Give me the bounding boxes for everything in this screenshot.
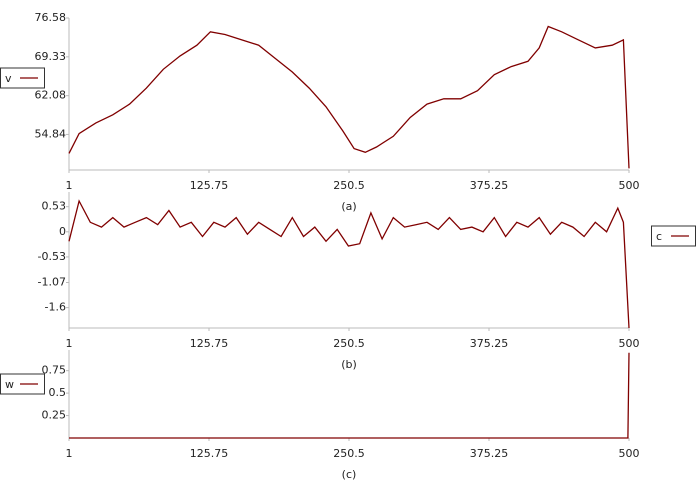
y-tick-label: 62.08 bbox=[35, 89, 67, 102]
x-tick-label: 1 bbox=[66, 447, 73, 460]
x-tick-label: 250.5 bbox=[333, 179, 365, 192]
y-tick-label: -0.53 bbox=[38, 250, 66, 263]
y-tick-label: 0 bbox=[59, 225, 66, 238]
x-tick-label: 125.75 bbox=[190, 447, 229, 460]
x-tick-label: 500 bbox=[619, 179, 640, 192]
x-tick-label: 500 bbox=[619, 447, 640, 460]
panel-caption: (c) bbox=[342, 468, 357, 481]
x-tick-label: 125.75 bbox=[190, 337, 229, 350]
y-tick-label: -1.07 bbox=[38, 276, 66, 289]
y-tick-label: 0.5 bbox=[49, 386, 67, 399]
legend-label: v bbox=[5, 72, 12, 85]
y-tick-label: -1.6 bbox=[45, 301, 66, 314]
legend-label: c bbox=[656, 230, 662, 243]
panel-caption: (a) bbox=[341, 200, 356, 213]
data-line bbox=[68, 25, 630, 169]
y-tick-label: 54.84 bbox=[35, 127, 67, 140]
legend: v bbox=[0, 67, 45, 89]
x-tick-label: 375.25 bbox=[470, 179, 509, 192]
y-tick-label: 69.33 bbox=[35, 50, 67, 63]
y-tick-label: 0.53 bbox=[42, 200, 67, 213]
x-tick-label: 375.25 bbox=[470, 337, 509, 350]
y-tick-label: 0.25 bbox=[42, 409, 67, 422]
panel-caption: (b) bbox=[341, 358, 357, 371]
legend: w bbox=[0, 373, 45, 395]
y-tick-label: 76.58 bbox=[35, 11, 67, 24]
data-line bbox=[69, 352, 630, 439]
x-tick-label: 250.5 bbox=[333, 447, 365, 460]
y-tick-label: 0.75 bbox=[42, 364, 67, 377]
legend-label: w bbox=[5, 378, 14, 391]
x-tick-label: 125.75 bbox=[190, 179, 229, 192]
x-tick-label: 1 bbox=[66, 337, 73, 350]
x-tick-label: 250.5 bbox=[333, 337, 365, 350]
data-line bbox=[68, 199, 630, 329]
x-tick-label: 375.25 bbox=[470, 447, 509, 460]
x-tick-label: 500 bbox=[619, 337, 640, 350]
legend: c bbox=[651, 225, 696, 247]
x-tick-label: 1 bbox=[66, 179, 73, 192]
